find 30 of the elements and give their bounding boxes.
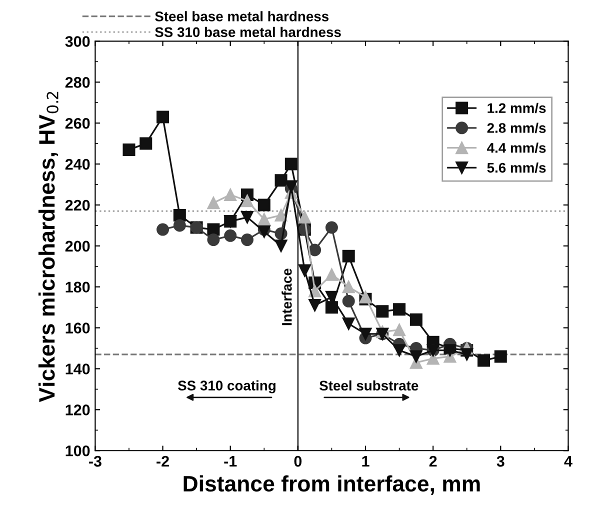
y-tick-label: 280 bbox=[65, 77, 90, 88]
x-tick-label: 0 bbox=[294, 456, 302, 467]
legend-label: 1.2 mm/s bbox=[488, 102, 546, 114]
y-tick-label: 160 bbox=[66, 322, 90, 334]
x-tick-label: 1 bbox=[362, 456, 370, 467]
x-tick-label: 4 bbox=[564, 456, 572, 467]
annotation: SS 310 coating bbox=[178, 380, 276, 394]
legend-label: 2.8 mm/s bbox=[487, 122, 546, 134]
y-tick-label: 140 bbox=[66, 364, 90, 374]
y-tick-label: 200 bbox=[65, 240, 90, 252]
x-tick-label: -2 bbox=[156, 456, 169, 467]
y-tick-label: 100 bbox=[66, 445, 90, 456]
y-tick-label: 240 bbox=[65, 158, 90, 170]
annotation: Steel substrate bbox=[319, 380, 418, 391]
x-tick-label: 3 bbox=[496, 456, 504, 467]
y-tick-label: 180 bbox=[66, 282, 90, 293]
y-tick-label: 260 bbox=[65, 118, 90, 129]
y-tick-label: 120 bbox=[66, 404, 90, 416]
legend-label: SS 310 base metal hardness bbox=[155, 26, 341, 38]
x-tick-label: 2 bbox=[429, 456, 437, 467]
y-tick-label: 300 bbox=[65, 36, 90, 47]
ref-line-label: Interface bbox=[282, 268, 292, 326]
x-tick-label: -3 bbox=[89, 456, 102, 467]
legend-label: Steel base metal hardness bbox=[155, 11, 329, 22]
y-axis-title: Vickers microhardness, HV$_{0.2}$ bbox=[38, 92, 58, 402]
y-tick-label: 220 bbox=[65, 200, 90, 211]
x-tick-label: -1 bbox=[224, 456, 237, 467]
x-axis-title: Distance from interface, mm bbox=[184, 475, 480, 495]
legend-label: 5.6 mm/s bbox=[487, 162, 546, 173]
legend-label: 4.4 mm/s bbox=[487, 142, 546, 153]
